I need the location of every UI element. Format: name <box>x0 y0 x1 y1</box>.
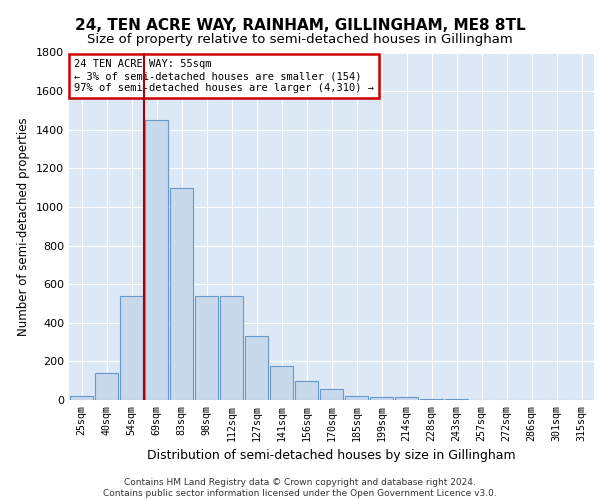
Bar <box>320 390 343 400</box>
Bar <box>395 396 418 400</box>
Text: Contains HM Land Registry data © Crown copyright and database right 2024.
Contai: Contains HM Land Registry data © Crown c… <box>103 478 497 498</box>
Text: 24, TEN ACRE WAY, RAINHAM, GILLINGHAM, ME8 8TL: 24, TEN ACRE WAY, RAINHAM, GILLINGHAM, M… <box>74 18 526 32</box>
Bar <box>120 296 143 400</box>
Bar <box>220 296 243 400</box>
Bar <box>420 399 443 400</box>
Text: Size of property relative to semi-detached houses in Gillingham: Size of property relative to semi-detach… <box>87 32 513 46</box>
Bar <box>270 366 293 400</box>
Bar <box>295 380 318 400</box>
Bar <box>95 373 118 400</box>
Y-axis label: Number of semi-detached properties: Number of semi-detached properties <box>17 117 31 336</box>
Text: 24 TEN ACRE WAY: 55sqm
← 3% of semi-detached houses are smaller (154)
97% of sem: 24 TEN ACRE WAY: 55sqm ← 3% of semi-deta… <box>74 60 374 92</box>
Bar <box>170 188 193 400</box>
Bar <box>195 296 218 400</box>
Bar <box>145 120 168 400</box>
Bar <box>370 397 393 400</box>
X-axis label: Distribution of semi-detached houses by size in Gillingham: Distribution of semi-detached houses by … <box>147 449 516 462</box>
Bar <box>245 336 268 400</box>
Bar <box>70 396 93 400</box>
Bar <box>345 396 368 400</box>
